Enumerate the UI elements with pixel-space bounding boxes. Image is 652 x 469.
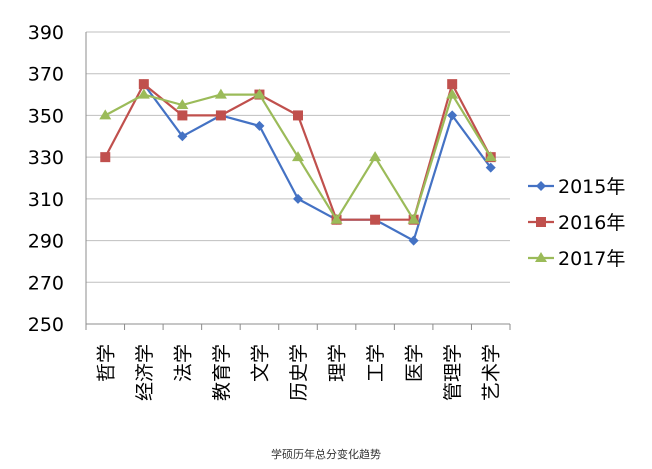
data-point-diamond: [536, 181, 546, 191]
data-point-triangle: [214, 88, 227, 99]
data-point-triangle: [99, 109, 112, 120]
data-point-square: [447, 79, 458, 90]
y-tick-label: 350: [28, 105, 64, 127]
x-tick-label: 管理学: [442, 344, 464, 401]
x-tick-label: 历史学: [288, 344, 310, 401]
legend: 2015年 2016年 2017年: [528, 176, 625, 270]
data-point-diamond: [408, 235, 419, 246]
data-point-square: [177, 110, 188, 121]
x-tick-label: 工学: [365, 344, 387, 382]
series-2015年: [138, 79, 496, 246]
data-point-triangle: [292, 151, 304, 162]
y-tick-label: 370: [28, 64, 64, 86]
y-axis-ticks: 250 270 290 310 330 350 370 390: [28, 22, 64, 336]
x-tick-label: 哲学: [95, 344, 117, 382]
axes: [85, 32, 511, 330]
series-line: [142, 83, 492, 242]
y-tick-label: 290: [28, 231, 64, 253]
chart-caption: 学硕历年总分变化趋势: [271, 448, 381, 461]
data-point-triangle: [137, 88, 150, 99]
data-point-diamond: [485, 162, 496, 173]
x-tick-label: 医学: [404, 344, 426, 382]
x-tick-label: 艺术学: [481, 344, 503, 401]
y-tick-label: 250: [28, 314, 64, 336]
legend-item: 2016年: [528, 212, 625, 234]
data-point-square: [370, 214, 381, 225]
data-point-triangle: [253, 88, 266, 99]
x-tick-label: 法学: [172, 344, 194, 382]
data-point-triangle: [535, 252, 547, 262]
y-tick-label: 330: [28, 147, 64, 169]
legend-item: 2015年: [528, 176, 625, 198]
data-point-diamond: [447, 110, 458, 121]
legend-label: 2015年: [558, 176, 625, 198]
y-tick-label: 270: [28, 272, 64, 294]
x-tick-label: 教育学: [211, 344, 233, 401]
data-point-square: [100, 152, 111, 163]
x-axis-ticks: 哲学 经济学 法学 教育学 文学 历史学 理学 工学 医学 管理学 艺术学: [95, 344, 502, 401]
x-tick-label: 理学: [327, 344, 349, 382]
legend-item: 2017年: [528, 248, 625, 270]
legend-label: 2017年: [558, 248, 625, 270]
y-tick-label: 390: [28, 22, 64, 44]
data-point-triangle: [330, 213, 343, 224]
y-tick-label: 310: [28, 189, 64, 211]
data-point-triangle: [176, 99, 189, 109]
legend-label: 2016年: [558, 212, 625, 234]
data-point-triangle: [446, 88, 459, 99]
x-tick-label: 文学: [249, 344, 271, 382]
series-group: [99, 79, 497, 246]
data-point-square: [293, 110, 303, 121]
data-point-diamond: [177, 131, 188, 142]
data-point-square: [536, 217, 546, 227]
x-tick-label: 经济学: [134, 344, 156, 401]
data-point-triangle: [407, 213, 420, 224]
data-point-diamond: [293, 193, 303, 204]
series-2017年: [99, 88, 497, 224]
data-point-diamond: [254, 120, 265, 131]
data-point-triangle: [369, 151, 382, 162]
data-point-square: [215, 110, 226, 121]
data-point-triangle: [484, 151, 497, 162]
data-point-square: [138, 79, 149, 90]
